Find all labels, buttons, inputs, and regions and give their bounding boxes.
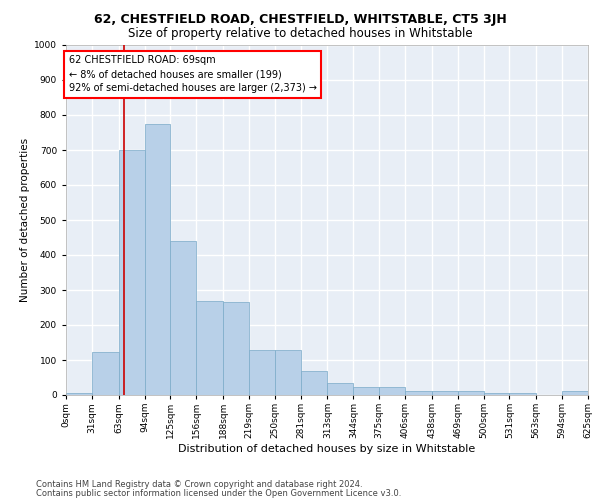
Bar [484,393,509,395]
Bar [432,391,458,395]
Bar [379,388,405,395]
Bar [353,388,379,395]
Bar [223,302,249,395]
Bar [562,391,588,395]
Text: 62 CHESTFIELD ROAD: 69sqm
← 8% of detached houses are smaller (199)
92% of semi-: 62 CHESTFIELD ROAD: 69sqm ← 8% of detach… [68,56,317,94]
Bar [275,350,301,395]
Text: 62, CHESTFIELD ROAD, CHESTFIELD, WHITSTABLE, CT5 3JH: 62, CHESTFIELD ROAD, CHESTFIELD, WHITSTA… [94,12,506,26]
Bar [119,150,145,395]
Bar [66,393,92,395]
X-axis label: Distribution of detached houses by size in Whitstable: Distribution of detached houses by size … [178,444,476,454]
Bar [196,300,223,395]
Text: Contains public sector information licensed under the Open Government Licence v3: Contains public sector information licen… [36,488,401,498]
Bar [170,241,196,395]
Bar [458,391,484,395]
Bar [145,124,170,395]
Text: Contains HM Land Registry data © Crown copyright and database right 2024.: Contains HM Land Registry data © Crown c… [36,480,362,489]
Bar [328,383,353,395]
Bar [249,350,275,395]
Bar [509,393,536,395]
Y-axis label: Number of detached properties: Number of detached properties [20,138,30,302]
Text: Size of property relative to detached houses in Whitstable: Size of property relative to detached ho… [128,28,472,40]
Bar [92,352,119,395]
Bar [301,370,328,395]
Bar [405,391,432,395]
